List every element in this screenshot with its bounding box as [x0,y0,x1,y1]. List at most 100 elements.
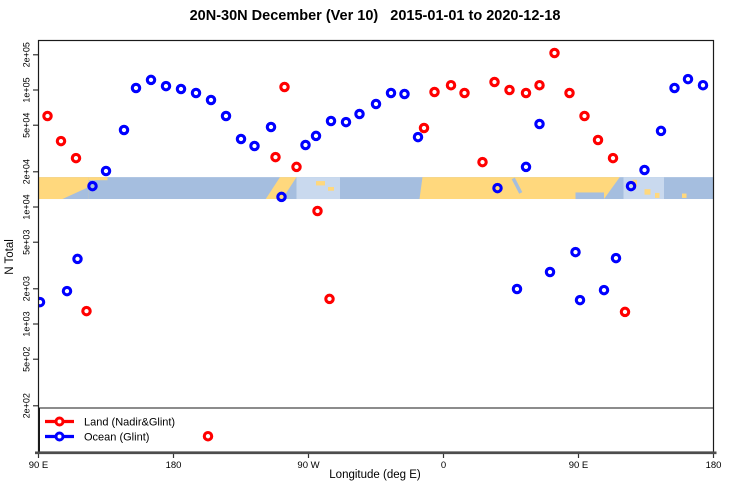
data-point-ocean [276,191,287,203]
data-point-ocean [544,266,556,278]
map-land [88,177,108,181]
y-tick-label: 1e+05 [22,77,32,102]
data-point-land [489,76,500,88]
data-point-ocean [534,118,545,130]
data-point-ocean [520,161,532,173]
data-point-ocean [492,182,503,194]
data-point-land [324,293,335,305]
map-land [328,186,334,191]
data-point-ocean [598,284,610,296]
legend-marker [54,431,65,442]
data-point-ocean [220,110,232,122]
y-tick-label: 5e+03 [22,230,32,255]
data-point-ocean [61,285,73,297]
data-point-ocean [697,79,709,91]
legend-item-label: Ocean (Glint) [84,432,149,444]
data-point-land [291,161,302,173]
data-point-land [459,87,470,99]
data-point-land [504,84,515,96]
data-point-ocean [682,73,694,85]
y-tick-label: 2e+02 [22,393,32,418]
data-point-ocean [511,283,523,295]
data-point-ocean [265,121,277,133]
data-point-land [279,81,290,93]
data-point-ocean [87,180,98,192]
data-point-land [564,87,575,99]
map-land [265,177,297,200]
data-point-ocean [370,98,382,110]
data-point-ocean [205,94,217,106]
data-point-ocean [130,82,142,94]
plot-border [37,39,715,453]
data-point-land [42,110,53,122]
data-point-ocean [145,74,157,86]
data-point-ocean [354,108,365,120]
y-tick-label: 2e+05 [22,42,32,67]
data-point-ocean [574,294,586,306]
data-point-ocean [235,133,247,145]
map-ocean [575,192,604,200]
map-shallow [296,177,340,200]
map-ocean [511,177,523,194]
data-point-land [70,152,82,164]
data-point-ocean [340,116,352,128]
data-point-land [418,122,430,134]
data-point-ocean [639,164,650,176]
data-point-land [520,87,532,99]
axis-ticks: 90 E 180 90 W 0 90 E 180 2e+05 1e+05 5e+04 2e+04 1… [21,42,721,471]
data-point-ocean [669,82,680,94]
x-axis-title: Longitude (deg E) [329,469,421,481]
data-point-land [579,110,590,122]
y-tick-label: 5e+04 [21,113,31,138]
data-point-land [445,79,457,91]
map-land [644,189,651,195]
data-point-ocean [655,125,667,137]
legend-item-label: Land (Nadir&Glint) [84,417,175,429]
x-tick-label: 180 [166,460,182,471]
data-point-land [81,305,92,317]
data-point-ocean [570,246,581,258]
data-point-ocean [190,87,202,99]
data-point-land [55,135,67,147]
x-tick-label: 90 W [297,460,319,471]
data-point-ocean [385,87,397,99]
data-points [39,47,709,442]
data-point-land [607,152,619,164]
data-point-land [312,205,323,217]
map-land [682,193,687,198]
data-point-ocean [399,88,410,100]
map-land [655,192,660,198]
data-point-ocean [175,83,187,95]
data-point-ocean [160,80,172,92]
data-point-land [270,151,281,163]
data-point-ocean [118,124,130,136]
map-land [316,181,325,186]
data-point-ocean [412,131,424,143]
data-point-ocean [300,139,311,151]
data-point-land [549,47,560,59]
data-point-land [619,306,631,318]
y-axis-title: N Total [4,239,16,275]
data-point-ocean [610,252,622,264]
x-tick-label: 0 [441,460,446,471]
data-point-land [429,86,440,98]
x-tick-label: 90 E [29,460,49,471]
data-point-ocean [325,115,337,127]
chart-title: 20N-30N December (Ver 10) 2015-01-01 to … [189,8,561,24]
map-ocean [62,186,89,200]
data-point-land [477,156,488,168]
y-tick-label: 2e+03 [22,276,32,301]
data-point-land [592,134,604,146]
data-point-land [534,79,545,91]
data-point-ocean [39,296,46,308]
y-tick-label: 1e+03 [22,311,32,336]
y-tick-label: 1e+04 [22,194,32,219]
legend: Land (Nadir&Glint) Ocean (Glint) [39,407,714,453]
data-point-ocean [249,140,260,152]
legend-marker [54,416,65,427]
data-point-land [202,430,214,442]
legend-box [39,407,714,453]
data-point-ocean [100,165,112,177]
